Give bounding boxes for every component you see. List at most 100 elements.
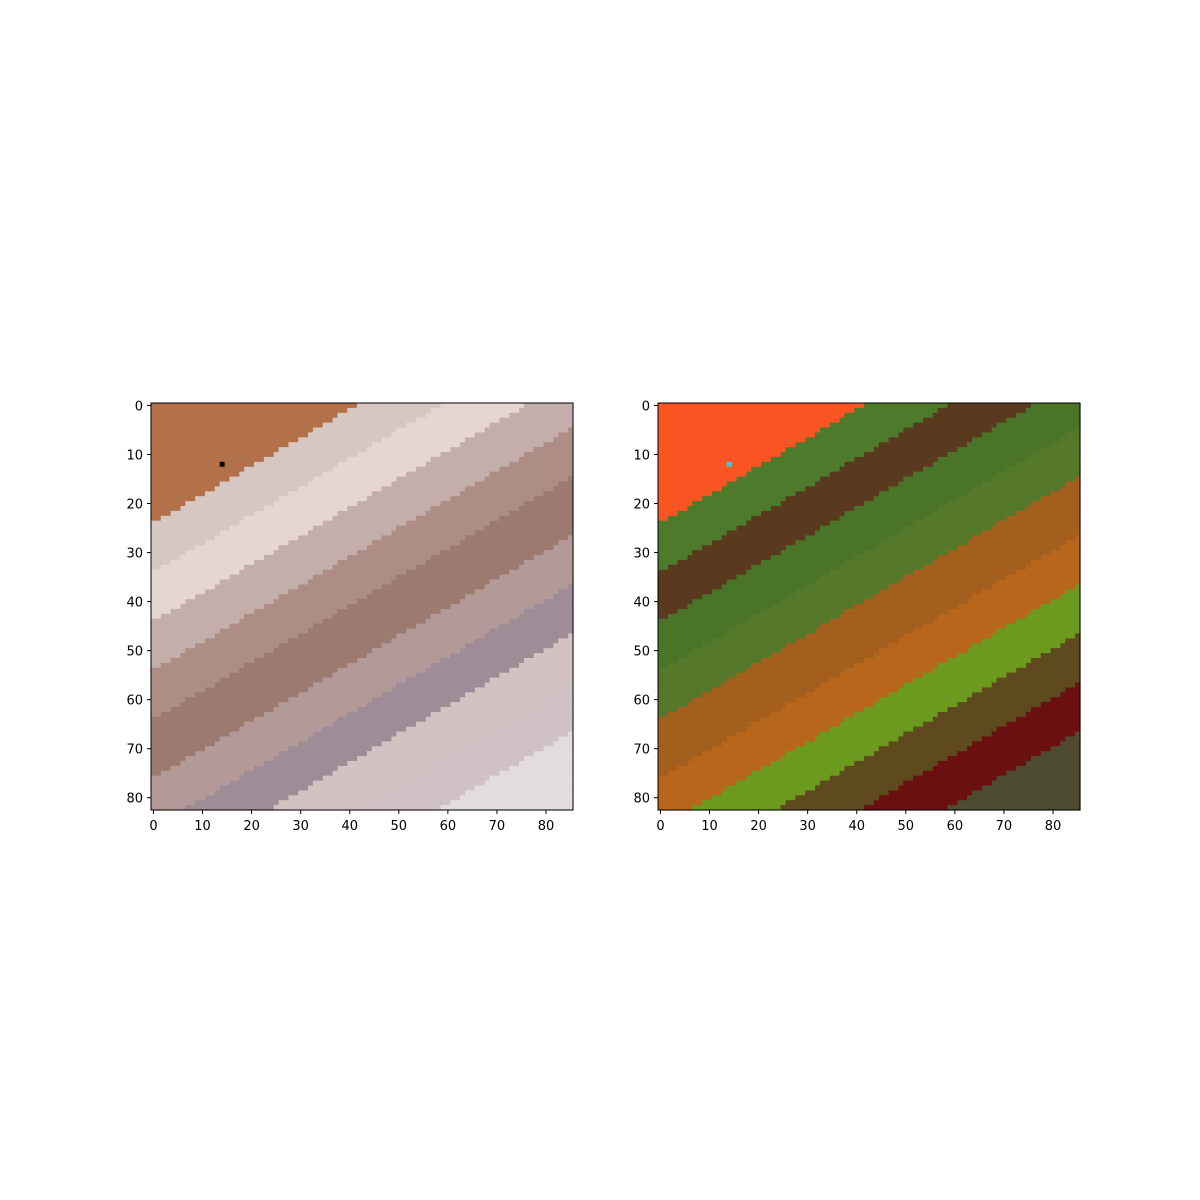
pixel-run (721, 633, 806, 639)
pixel-run (815, 432, 900, 438)
pixel-run (180, 653, 265, 659)
y-tick-label: 20 (633, 498, 650, 513)
pixel-run (489, 628, 574, 635)
x-tick-label: 80 (1045, 819, 1062, 834)
pixel-run (366, 496, 451, 502)
pixel-run (312, 682, 397, 689)
pixel-run (244, 770, 334, 777)
pixel-run (151, 790, 216, 796)
pixel-run (1040, 496, 1081, 502)
pixel-run (780, 550, 865, 556)
pixel-run (440, 550, 545, 556)
pixel-run (761, 461, 846, 468)
pixel-run (761, 608, 846, 615)
pixel-run (1065, 589, 1081, 595)
pixel-run (1006, 466, 1081, 473)
pixel-run (1060, 545, 1081, 551)
pixel-run (658, 746, 713, 752)
pixel-run (406, 726, 491, 733)
pixel-run (658, 711, 669, 718)
pixel-run (1016, 618, 1081, 625)
pixel-run (273, 805, 358, 811)
pixel-run (692, 648, 782, 654)
pixel-run (829, 471, 914, 478)
pixel-run (888, 535, 973, 541)
pixel-run (332, 721, 417, 728)
pixel-run (430, 662, 520, 669)
pixel-run (151, 785, 221, 791)
pixel-run (151, 594, 196, 600)
pixel-run (1026, 407, 1081, 414)
y-tick-label: 70 (633, 743, 650, 758)
pixel-run (229, 476, 314, 483)
pixel-run (366, 594, 466, 600)
pixel-run (484, 427, 569, 434)
pixel-run (219, 530, 309, 536)
pixel-run (687, 505, 772, 512)
pixel-run (312, 427, 397, 434)
pixel-run (543, 746, 574, 752)
pixel-run (195, 594, 280, 600)
pixel-run (692, 550, 782, 556)
pixel-run (967, 697, 1052, 703)
pixel-run (465, 790, 574, 796)
pixel-run (523, 707, 574, 713)
pixel-run (543, 491, 574, 497)
y-tick-label: 0 (135, 399, 143, 414)
pixel-run (751, 721, 841, 728)
pixel-run (864, 657, 949, 664)
pixel-run (1026, 711, 1081, 718)
pixel-run (489, 579, 574, 586)
pixel-run (273, 707, 358, 713)
pixel-run (151, 466, 245, 473)
pixel-run (947, 707, 1032, 713)
x-tick-label: 30 (292, 819, 309, 834)
pixel-run (263, 604, 348, 610)
pixel-run (151, 403, 358, 409)
pixel-run (711, 540, 796, 546)
pixel-run (1026, 760, 1081, 767)
pixel-run (658, 481, 728, 487)
pixel-run (957, 604, 1042, 610)
pixel-run (864, 501, 949, 507)
pixel-run (381, 790, 466, 796)
pixel-run (465, 535, 569, 541)
pixel-run (244, 721, 334, 728)
pixel-run (1030, 501, 1081, 507)
pixel-run (1075, 476, 1081, 483)
pixel-run (932, 461, 1017, 468)
pixel-run (711, 491, 796, 497)
pixel-run (214, 535, 299, 541)
pixel-run (829, 520, 914, 527)
pixel-run (658, 535, 723, 541)
pixel-run (151, 751, 196, 757)
pixel-run (780, 756, 865, 762)
pixel-run (298, 790, 383, 796)
pixel-run (658, 545, 703, 551)
x-tick-label: 0 (656, 819, 664, 834)
pixel-run (288, 638, 393, 644)
pixel-run (761, 716, 846, 723)
pixel-run (873, 751, 958, 757)
pixel-run (151, 550, 186, 556)
pixel-run (1016, 461, 1081, 468)
pixel-run (499, 417, 574, 424)
pixel-run (1016, 569, 1081, 576)
pixel-run (484, 525, 574, 532)
pixel-run (509, 765, 574, 772)
pixel-run (947, 501, 1032, 507)
pixel-run (430, 505, 520, 512)
pixel-run (981, 432, 1066, 438)
pixel-run (829, 569, 914, 576)
pixel-run (509, 569, 574, 576)
right-image-panel: 0 10 20 30 40 50 60 70 80 0 10 20 30 40 50 60 70 80 (633, 399, 1081, 834)
pixel-run (553, 594, 574, 600)
pixel-run (1026, 456, 1081, 463)
pixel-run (692, 805, 782, 811)
pixel-run (1030, 756, 1081, 762)
pixel-run (371, 795, 461, 801)
pixel-run (770, 505, 855, 512)
pixel-run (533, 555, 574, 561)
pixel-run (263, 760, 348, 767)
pixel-run (312, 731, 397, 738)
